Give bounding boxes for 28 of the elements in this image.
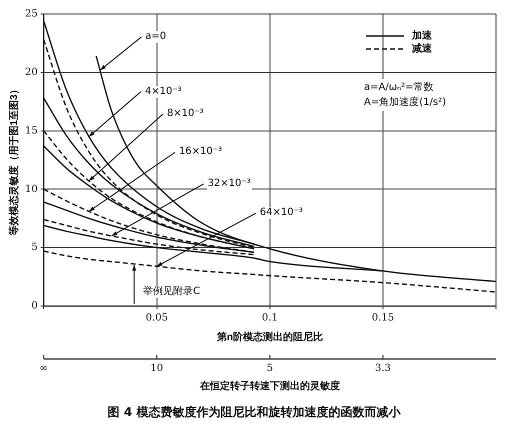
legend-label: 减速	[412, 42, 433, 55]
y-tick-label: 10	[24, 184, 38, 195]
annotation: 8×10⁻³	[166, 108, 205, 120]
x-tick-label: 0.1	[262, 312, 278, 324]
text: 图 4 模态费敏度作为阻尼比和旋转加速度的函数而减小	[106, 404, 402, 421]
annotation: A=角加速度(1/s²)	[364, 97, 446, 108]
annotation: 32×10⁻³	[206, 178, 252, 190]
x-axis-title: 第n阶模态测出的阻尼比	[216, 330, 323, 343]
legend-label: 加速	[411, 30, 433, 42]
y-tick-label: 20	[24, 66, 38, 78]
x-tick-label: 0.05	[146, 312, 168, 324]
annotation: 举例见附录C	[142, 286, 202, 298]
annotation: 4×10⁻³	[144, 86, 183, 98]
annotation: 64×10⁻³	[258, 207, 304, 220]
text: 3.3	[374, 363, 391, 375]
y-tick-label: 15	[24, 125, 38, 136]
annotation: a=0	[144, 31, 168, 44]
text: 在恒定转子转速下测出的灵敏度	[200, 379, 340, 393]
text: 10	[150, 363, 164, 375]
text: 5	[266, 363, 274, 375]
y-axis-title: 等效模态灵敏度（用于图1至图3）	[8, 84, 20, 237]
text: ∞	[40, 363, 48, 375]
y-tick-label: 0	[31, 300, 38, 312]
annotation: a=A/ωₙ²=常数	[364, 82, 434, 93]
y-tick-label: 25	[24, 8, 38, 20]
annotation: 16×10⁻³	[178, 146, 224, 158]
x-tick-label: 0.15	[372, 312, 394, 324]
y-tick-label: 5	[31, 242, 38, 254]
